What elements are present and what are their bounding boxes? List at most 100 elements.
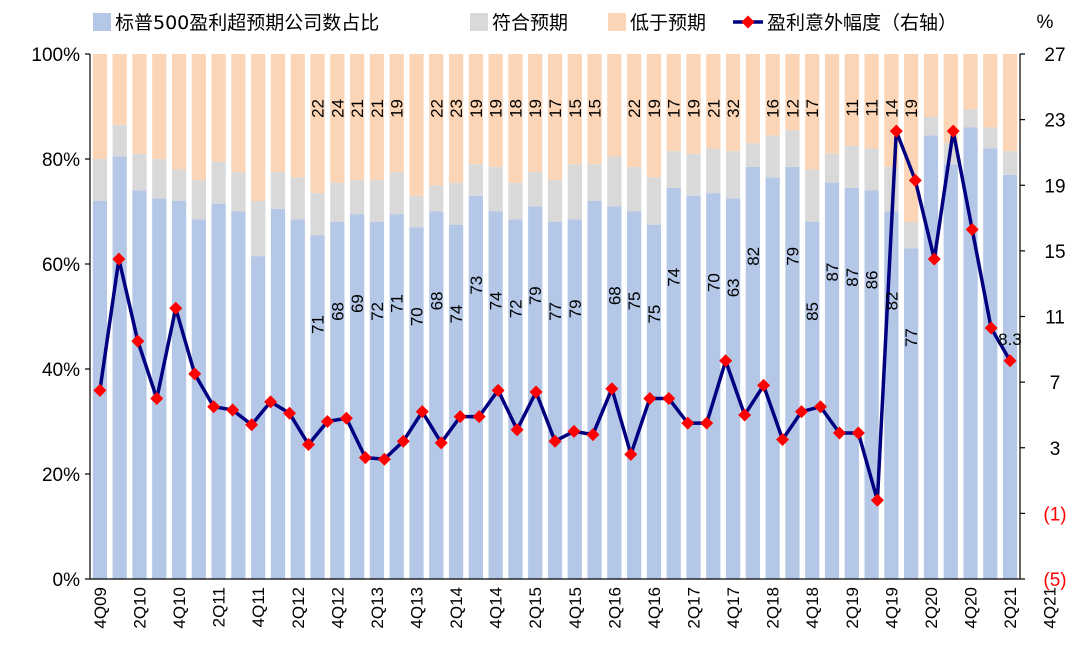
x-tick-label: 2Q21 bbox=[1001, 587, 1020, 629]
miss-value-label: 21 bbox=[368, 99, 387, 118]
surprise-marker-25 bbox=[567, 424, 581, 438]
bar-beat-34 bbox=[765, 177, 780, 579]
x-tick-label: 2Q14 bbox=[447, 587, 466, 629]
surprise-marker-29 bbox=[643, 392, 657, 406]
bar-meet-33 bbox=[745, 143, 760, 167]
bar-beat-39 bbox=[864, 190, 879, 579]
bar-miss-41 bbox=[904, 54, 919, 222]
x-tick-label: 2Q17 bbox=[685, 587, 704, 629]
surprise-marker-10 bbox=[283, 406, 297, 420]
bar-beat-40 bbox=[884, 211, 899, 579]
bar-meet-38 bbox=[844, 145, 859, 188]
bar-beat-45 bbox=[983, 148, 998, 579]
bar-miss-21 bbox=[508, 54, 523, 183]
bar-beat-12 bbox=[330, 222, 345, 579]
left-tick-label: 100% bbox=[31, 45, 80, 66]
beat-value-label: 70 bbox=[407, 307, 426, 326]
bar-meet-36 bbox=[805, 169, 820, 222]
beat-value-label: 69 bbox=[348, 294, 367, 313]
miss-value-label: 19 bbox=[487, 99, 506, 118]
bar-meet-4 bbox=[171, 169, 187, 201]
surprise-marker-24 bbox=[548, 434, 562, 448]
bar-miss-43 bbox=[943, 54, 958, 144]
miss-value-label: 22 bbox=[625, 99, 644, 118]
surprise-marker-16 bbox=[396, 434, 410, 448]
bar-beat-41 bbox=[904, 248, 919, 579]
x-tick-label: 2Q10 bbox=[130, 587, 149, 629]
bar-beat-25 bbox=[587, 201, 602, 579]
bar-meet-24 bbox=[567, 164, 582, 220]
surprise-marker-4 bbox=[169, 301, 183, 315]
surprise-marker-5 bbox=[188, 367, 202, 381]
miss-value-label: 19 bbox=[685, 99, 704, 118]
left-tick-label: 60% bbox=[42, 255, 80, 276]
legend-swatch-2 bbox=[608, 13, 626, 31]
surprise-marker-22 bbox=[510, 423, 524, 437]
bar-beat-19 bbox=[468, 195, 483, 579]
bar-beat-29 bbox=[666, 187, 681, 579]
beat-value-label: 68 bbox=[605, 286, 624, 305]
bar-miss-39 bbox=[864, 54, 879, 149]
miss-value-label: 19 bbox=[526, 99, 545, 118]
bar-meet-45 bbox=[983, 127, 998, 149]
surprise-marker-19 bbox=[453, 410, 467, 424]
miss-value-label: 17 bbox=[665, 99, 684, 118]
bar-miss-12 bbox=[330, 54, 345, 183]
bar-meet-12 bbox=[330, 182, 345, 222]
beat-value-label: 75 bbox=[625, 292, 644, 311]
legend: 标普500盈利超预期公司数占比 符合预期 低于预期 盈利意外幅度（右轴） bbox=[93, 12, 957, 34]
bar-miss-17 bbox=[429, 54, 444, 186]
legend-swatch-1 bbox=[470, 13, 488, 31]
beat-value-label: 77 bbox=[546, 302, 565, 321]
surprise-marker-31 bbox=[681, 416, 695, 430]
bar-meet-23 bbox=[547, 180, 563, 222]
bar-beat-27 bbox=[627, 211, 642, 579]
bar-meet-6 bbox=[211, 161, 226, 204]
surprise-marker-40 bbox=[851, 426, 865, 440]
x-tick-label: 2Q11 bbox=[210, 587, 229, 627]
bar-beat-37 bbox=[824, 182, 840, 579]
x-tick-label: 2Q16 bbox=[605, 587, 624, 629]
bar-miss-33 bbox=[745, 54, 760, 144]
left-tick-label: 0% bbox=[53, 570, 81, 591]
bar-beat-21 bbox=[508, 219, 523, 579]
bar-beat-10 bbox=[290, 219, 305, 579]
right-tick-label: 7 bbox=[1050, 373, 1061, 394]
miss-value-label: 22 bbox=[427, 99, 446, 118]
right-tick-label: (1) bbox=[1043, 504, 1066, 525]
bar-meet-29 bbox=[666, 151, 681, 188]
surprise-marker-17 bbox=[415, 405, 429, 419]
bar-meet-46 bbox=[1002, 151, 1018, 175]
bar-miss-25 bbox=[587, 54, 602, 165]
surprise-marker-1 bbox=[112, 252, 126, 266]
bar-meet-42 bbox=[923, 117, 939, 136]
last-surprise-value-label: 8.3 bbox=[998, 330, 1022, 349]
x-tick-label: 2Q18 bbox=[764, 587, 783, 629]
bar-beat-17 bbox=[429, 211, 444, 579]
surprise-marker-23 bbox=[529, 385, 543, 399]
surprise-marker-2 bbox=[131, 334, 145, 348]
bar-meet-41 bbox=[904, 222, 919, 249]
left-tick-label: 80% bbox=[42, 150, 80, 171]
bar-beat-33 bbox=[745, 166, 760, 579]
beat-value-label: 87 bbox=[843, 268, 862, 287]
bar-meet-0 bbox=[92, 159, 108, 201]
surprise-marker-39 bbox=[832, 426, 846, 440]
left-tick-label: 40% bbox=[42, 360, 80, 381]
right-tick-label: 15 bbox=[1044, 242, 1065, 263]
beat-value-label: 73 bbox=[467, 276, 486, 295]
miss-value-label: 22 bbox=[309, 99, 328, 118]
surprise-marker-44 bbox=[927, 252, 941, 266]
axes: 0%20%40%60%80%100%(5)(1)371115192327%4Q0… bbox=[31, 12, 1066, 629]
bar-beat-7 bbox=[231, 211, 246, 579]
bar-beat-38 bbox=[844, 187, 859, 579]
x-tick-label: 2Q12 bbox=[289, 587, 308, 629]
bar-meet-32 bbox=[725, 151, 741, 199]
bar-miss-3 bbox=[152, 54, 167, 159]
x-tick-label: 4Q12 bbox=[328, 587, 347, 629]
beat-value-label: 68 bbox=[328, 302, 347, 321]
bar-meet-10 bbox=[290, 177, 305, 220]
bar-miss-44 bbox=[963, 54, 978, 110]
miss-value-label: 15 bbox=[566, 99, 585, 118]
